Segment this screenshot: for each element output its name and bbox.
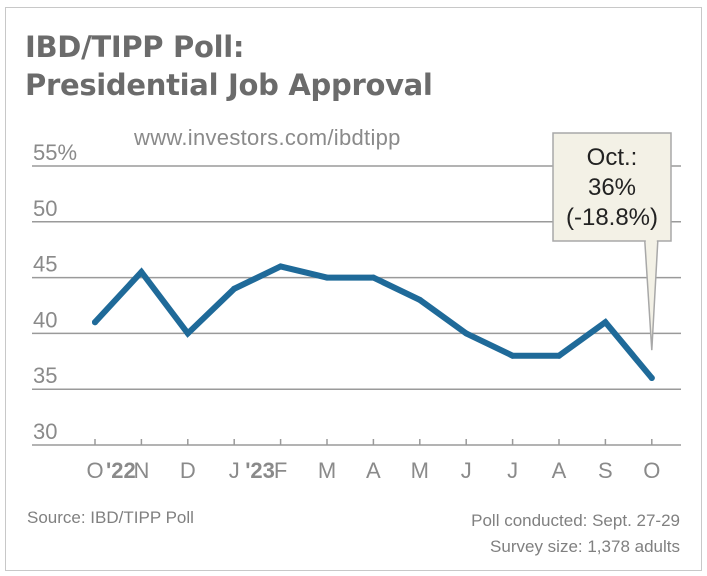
x-tick-label: S <box>598 458 613 483</box>
data-point <box>231 285 238 292</box>
x-tick-label: J <box>507 458 518 483</box>
callout-line: 36% <box>588 174 636 201</box>
y-tick-label: 35 <box>33 363 57 388</box>
chart-frame <box>5 7 702 571</box>
data-point <box>324 274 330 281</box>
x-tick-label: J <box>461 458 472 483</box>
data-point <box>184 330 191 337</box>
x-tick-label: F <box>274 458 287 483</box>
y-axis-ticks: 30 35 40 45 50 55% <box>33 140 77 444</box>
y-tick-label: 40 <box>33 307 57 332</box>
data-point <box>509 352 516 359</box>
x-tick-label: O <box>86 458 103 483</box>
x-tick-label: D <box>180 458 196 483</box>
chart-title: IBD/TIPP Poll: Presidential Job Approval <box>25 28 433 104</box>
y-tick-label: 55% <box>33 140 77 165</box>
x-tick-label: M <box>318 458 336 483</box>
title-line-2: Presidential Job Approval <box>25 68 433 102</box>
series-line <box>92 263 655 381</box>
y-tick-label: 50 <box>33 196 57 221</box>
survey-size: Survey size: 1,378 adults <box>490 537 680 556</box>
x-tick-label: A <box>552 458 567 483</box>
data-point <box>370 274 377 281</box>
callout: Oct.: 36% (-18.8%) <box>552 132 672 351</box>
title-line-1: IBD/TIPP Poll: <box>25 30 245 64</box>
x-tick-label: A <box>366 458 381 483</box>
callout-line: Oct.: <box>587 144 638 171</box>
poll-conducted: Poll conducted: Sept. 27-29 <box>471 511 680 530</box>
x-tick-label: M <box>411 458 429 483</box>
y-tick-label: 45 <box>33 252 57 277</box>
x-tick-label: J <box>229 458 240 483</box>
data-point <box>556 352 562 359</box>
x-tick-year-label: '22 <box>106 458 136 483</box>
data-point <box>277 263 284 270</box>
callout-joint <box>645 239 657 243</box>
source-note: Source: IBD/TIPP Poll <box>27 508 194 527</box>
data-point <box>92 319 98 326</box>
x-tick-year-label: '23 <box>245 458 275 483</box>
data-point <box>463 330 470 337</box>
data-point <box>648 375 655 382</box>
callout-box <box>552 132 672 242</box>
x-axis-ticks: O '22N D J '23F M A M J J A S O <box>86 439 660 483</box>
data-point <box>602 319 609 326</box>
series <box>92 263 655 382</box>
callout-line: (-18.8%) <box>566 204 658 231</box>
y-tick-label: 30 <box>33 419 57 444</box>
source-url: www.investors.com/ibdtipp <box>134 125 401 150</box>
data-point <box>416 296 423 303</box>
poll-notes: Poll conducted: Sept. 27-29 Survey size:… <box>471 508 680 560</box>
x-tick-label: O <box>643 458 660 483</box>
x-tick-label: N <box>133 458 149 483</box>
data-point <box>138 269 145 276</box>
